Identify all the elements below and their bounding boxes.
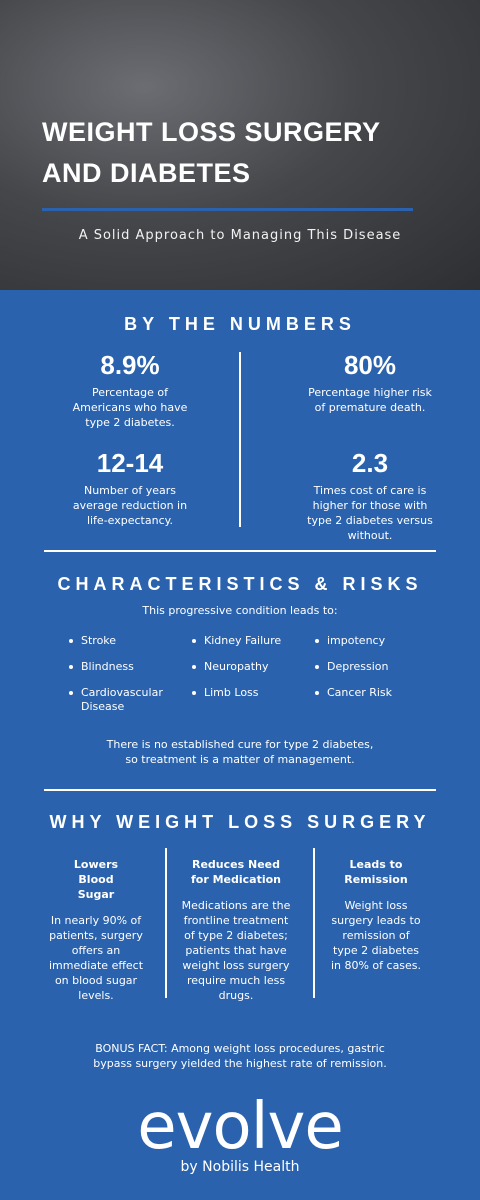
stat-text: Percentage higher risk of premature deat… — [308, 386, 432, 414]
reason: Leads to Remission Weight loss surgery le… — [316, 857, 436, 973]
risk-item: Stroke — [68, 634, 171, 648]
divider — [44, 550, 436, 552]
divider — [165, 848, 167, 998]
section-heading: CHARACTERISTICS & RISKS — [57, 574, 423, 594]
risk-item: Kidney Failure — [191, 634, 294, 648]
note: There is no established cure for type 2 … — [106, 738, 374, 766]
logo-tagline: by Nobilis Health — [180, 1159, 300, 1175]
risk-item: impotency — [314, 634, 417, 648]
reason-text: In nearly 90% of patients, surgery offer… — [48, 914, 144, 1002]
stat-text: Percentage of Americans who have type 2 … — [72, 386, 188, 429]
risk-item: Cancer Risk — [314, 686, 417, 714]
reason-title: Leads to Remission — [344, 858, 408, 886]
reason: Reduces Need for Medication Medications a… — [176, 857, 296, 1003]
header-photo — [0, 0, 480, 290]
stat: 80% Percentage higher risk of premature d… — [295, 350, 445, 415]
reason-text: Medications are the frontline treatment … — [181, 899, 291, 1002]
risk-item: Blindness — [68, 660, 171, 674]
divider — [313, 848, 315, 998]
title-rule — [42, 208, 413, 211]
stat-value: 12-14 — [96, 448, 164, 478]
stat: 8.9% Percentage of Americans who have typ… — [55, 350, 205, 430]
reason-title: Lowers Blood Sugar — [73, 858, 119, 901]
reason-title: Reduces Need for Medication — [190, 858, 281, 886]
stat-text: Number of years average reduction in lif… — [72, 484, 188, 527]
stat: 12-14 Number of years average reduction i… — [55, 448, 205, 528]
risk-item: Cardiovascular Disease — [68, 686, 171, 714]
logo: evolve — [137, 1090, 343, 1164]
stat-value: 8.9% — [100, 350, 160, 380]
divider — [44, 789, 436, 791]
bonus-fact: BONUS FACT: Among weight loss procedures… — [93, 1042, 387, 1070]
intro: This progressive condition leads to: — [142, 604, 338, 617]
stat-value: 2.3 — [351, 448, 389, 478]
risk-item: Depression — [314, 660, 417, 674]
reason: Lowers Blood Sugar In nearly 90% of patie… — [36, 857, 156, 1003]
stat: 2.3 Times cost of care is higher for thos… — [295, 448, 445, 543]
stat-value: 80% — [343, 350, 397, 380]
title: WEIGHT LOSS SURGERY AND DIABETES — [42, 117, 381, 188]
divider — [239, 352, 241, 527]
subtitle: A Solid Approach to Managing This Diseas… — [78, 228, 402, 243]
section-heading: BY THE NUMBERS — [124, 314, 356, 334]
stat-text: Times cost of care is higher for those w… — [307, 484, 433, 542]
reason-text: Weight loss surgery leads to remission o… — [330, 899, 422, 972]
section-heading: WHY WEIGHT LOSS SURGERY — [49, 812, 431, 832]
risk-item: Neuropathy — [191, 660, 294, 674]
risk-item: Limb Loss — [191, 686, 294, 714]
risk-list: Stroke Kidney Failure impotency Blindness Ne… — [68, 634, 438, 714]
